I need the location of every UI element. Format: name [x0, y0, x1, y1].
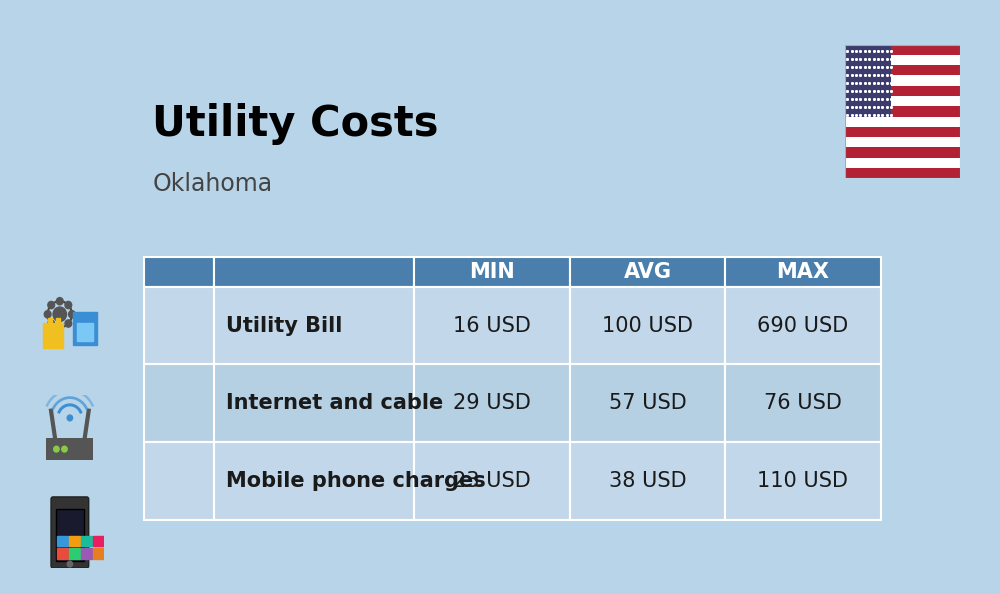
Bar — [57, 548, 68, 558]
FancyBboxPatch shape — [214, 364, 414, 442]
Bar — [93, 548, 104, 558]
Text: Mobile phone charges: Mobile phone charges — [226, 470, 485, 491]
Text: MAX: MAX — [776, 261, 829, 282]
Circle shape — [65, 320, 72, 327]
Bar — [845, 45, 960, 55]
Circle shape — [62, 446, 67, 452]
Circle shape — [48, 301, 55, 309]
FancyBboxPatch shape — [414, 442, 570, 520]
Text: 29 USD: 29 USD — [453, 393, 531, 413]
Bar — [845, 65, 960, 75]
FancyBboxPatch shape — [570, 287, 725, 364]
Text: Utility Costs: Utility Costs — [152, 103, 439, 146]
FancyBboxPatch shape — [214, 442, 414, 520]
Bar — [93, 536, 104, 546]
FancyBboxPatch shape — [414, 257, 570, 287]
FancyBboxPatch shape — [144, 364, 214, 442]
Bar — [57, 536, 68, 546]
Text: 38 USD: 38 USD — [609, 470, 686, 491]
FancyBboxPatch shape — [214, 257, 414, 287]
Circle shape — [67, 415, 73, 421]
Bar — [845, 96, 960, 106]
Bar — [48, 318, 52, 327]
Text: AVG: AVG — [623, 261, 671, 282]
Circle shape — [48, 320, 55, 327]
FancyBboxPatch shape — [725, 287, 881, 364]
FancyBboxPatch shape — [725, 257, 881, 287]
Bar — [845, 116, 960, 127]
Bar — [845, 55, 960, 65]
Bar — [43, 323, 63, 348]
Bar — [845, 86, 960, 96]
Bar — [69, 548, 80, 558]
Bar — [845, 137, 960, 147]
Bar — [69, 536, 80, 546]
Circle shape — [65, 301, 72, 309]
Text: 23 USD: 23 USD — [453, 470, 531, 491]
Text: 100 USD: 100 USD — [602, 315, 693, 336]
Circle shape — [69, 311, 75, 318]
Text: 57 USD: 57 USD — [609, 393, 686, 413]
Bar — [845, 127, 960, 137]
FancyBboxPatch shape — [414, 364, 570, 442]
Bar — [845, 147, 960, 157]
Circle shape — [53, 307, 66, 321]
Bar — [845, 106, 960, 116]
Bar — [845, 45, 891, 116]
Bar — [845, 168, 960, 178]
FancyBboxPatch shape — [144, 257, 214, 287]
Bar — [56, 318, 60, 327]
FancyBboxPatch shape — [725, 442, 881, 520]
FancyBboxPatch shape — [144, 287, 214, 364]
Bar — [81, 548, 92, 558]
Text: Oklahoma: Oklahoma — [152, 172, 272, 196]
FancyBboxPatch shape — [414, 287, 570, 364]
Bar — [73, 312, 97, 345]
FancyBboxPatch shape — [56, 508, 84, 561]
FancyBboxPatch shape — [570, 364, 725, 442]
FancyBboxPatch shape — [725, 364, 881, 442]
Bar — [81, 536, 92, 546]
Text: 110 USD: 110 USD — [757, 470, 848, 491]
FancyBboxPatch shape — [51, 497, 89, 568]
Circle shape — [56, 324, 63, 331]
FancyBboxPatch shape — [144, 442, 214, 520]
Circle shape — [67, 561, 73, 567]
Text: 16 USD: 16 USD — [453, 315, 531, 336]
FancyBboxPatch shape — [214, 287, 414, 364]
Text: Internet and cable: Internet and cable — [226, 393, 443, 413]
Text: 690 USD: 690 USD — [757, 315, 849, 336]
Circle shape — [54, 446, 59, 452]
Circle shape — [44, 311, 51, 318]
Text: Utility Bill: Utility Bill — [226, 315, 342, 336]
Bar — [845, 157, 960, 168]
Bar — [845, 75, 960, 86]
Bar — [46, 438, 93, 460]
Bar — [77, 323, 93, 341]
Circle shape — [56, 298, 63, 305]
Text: MIN: MIN — [469, 261, 515, 282]
FancyBboxPatch shape — [570, 257, 725, 287]
FancyBboxPatch shape — [570, 442, 725, 520]
Text: 76 USD: 76 USD — [764, 393, 842, 413]
